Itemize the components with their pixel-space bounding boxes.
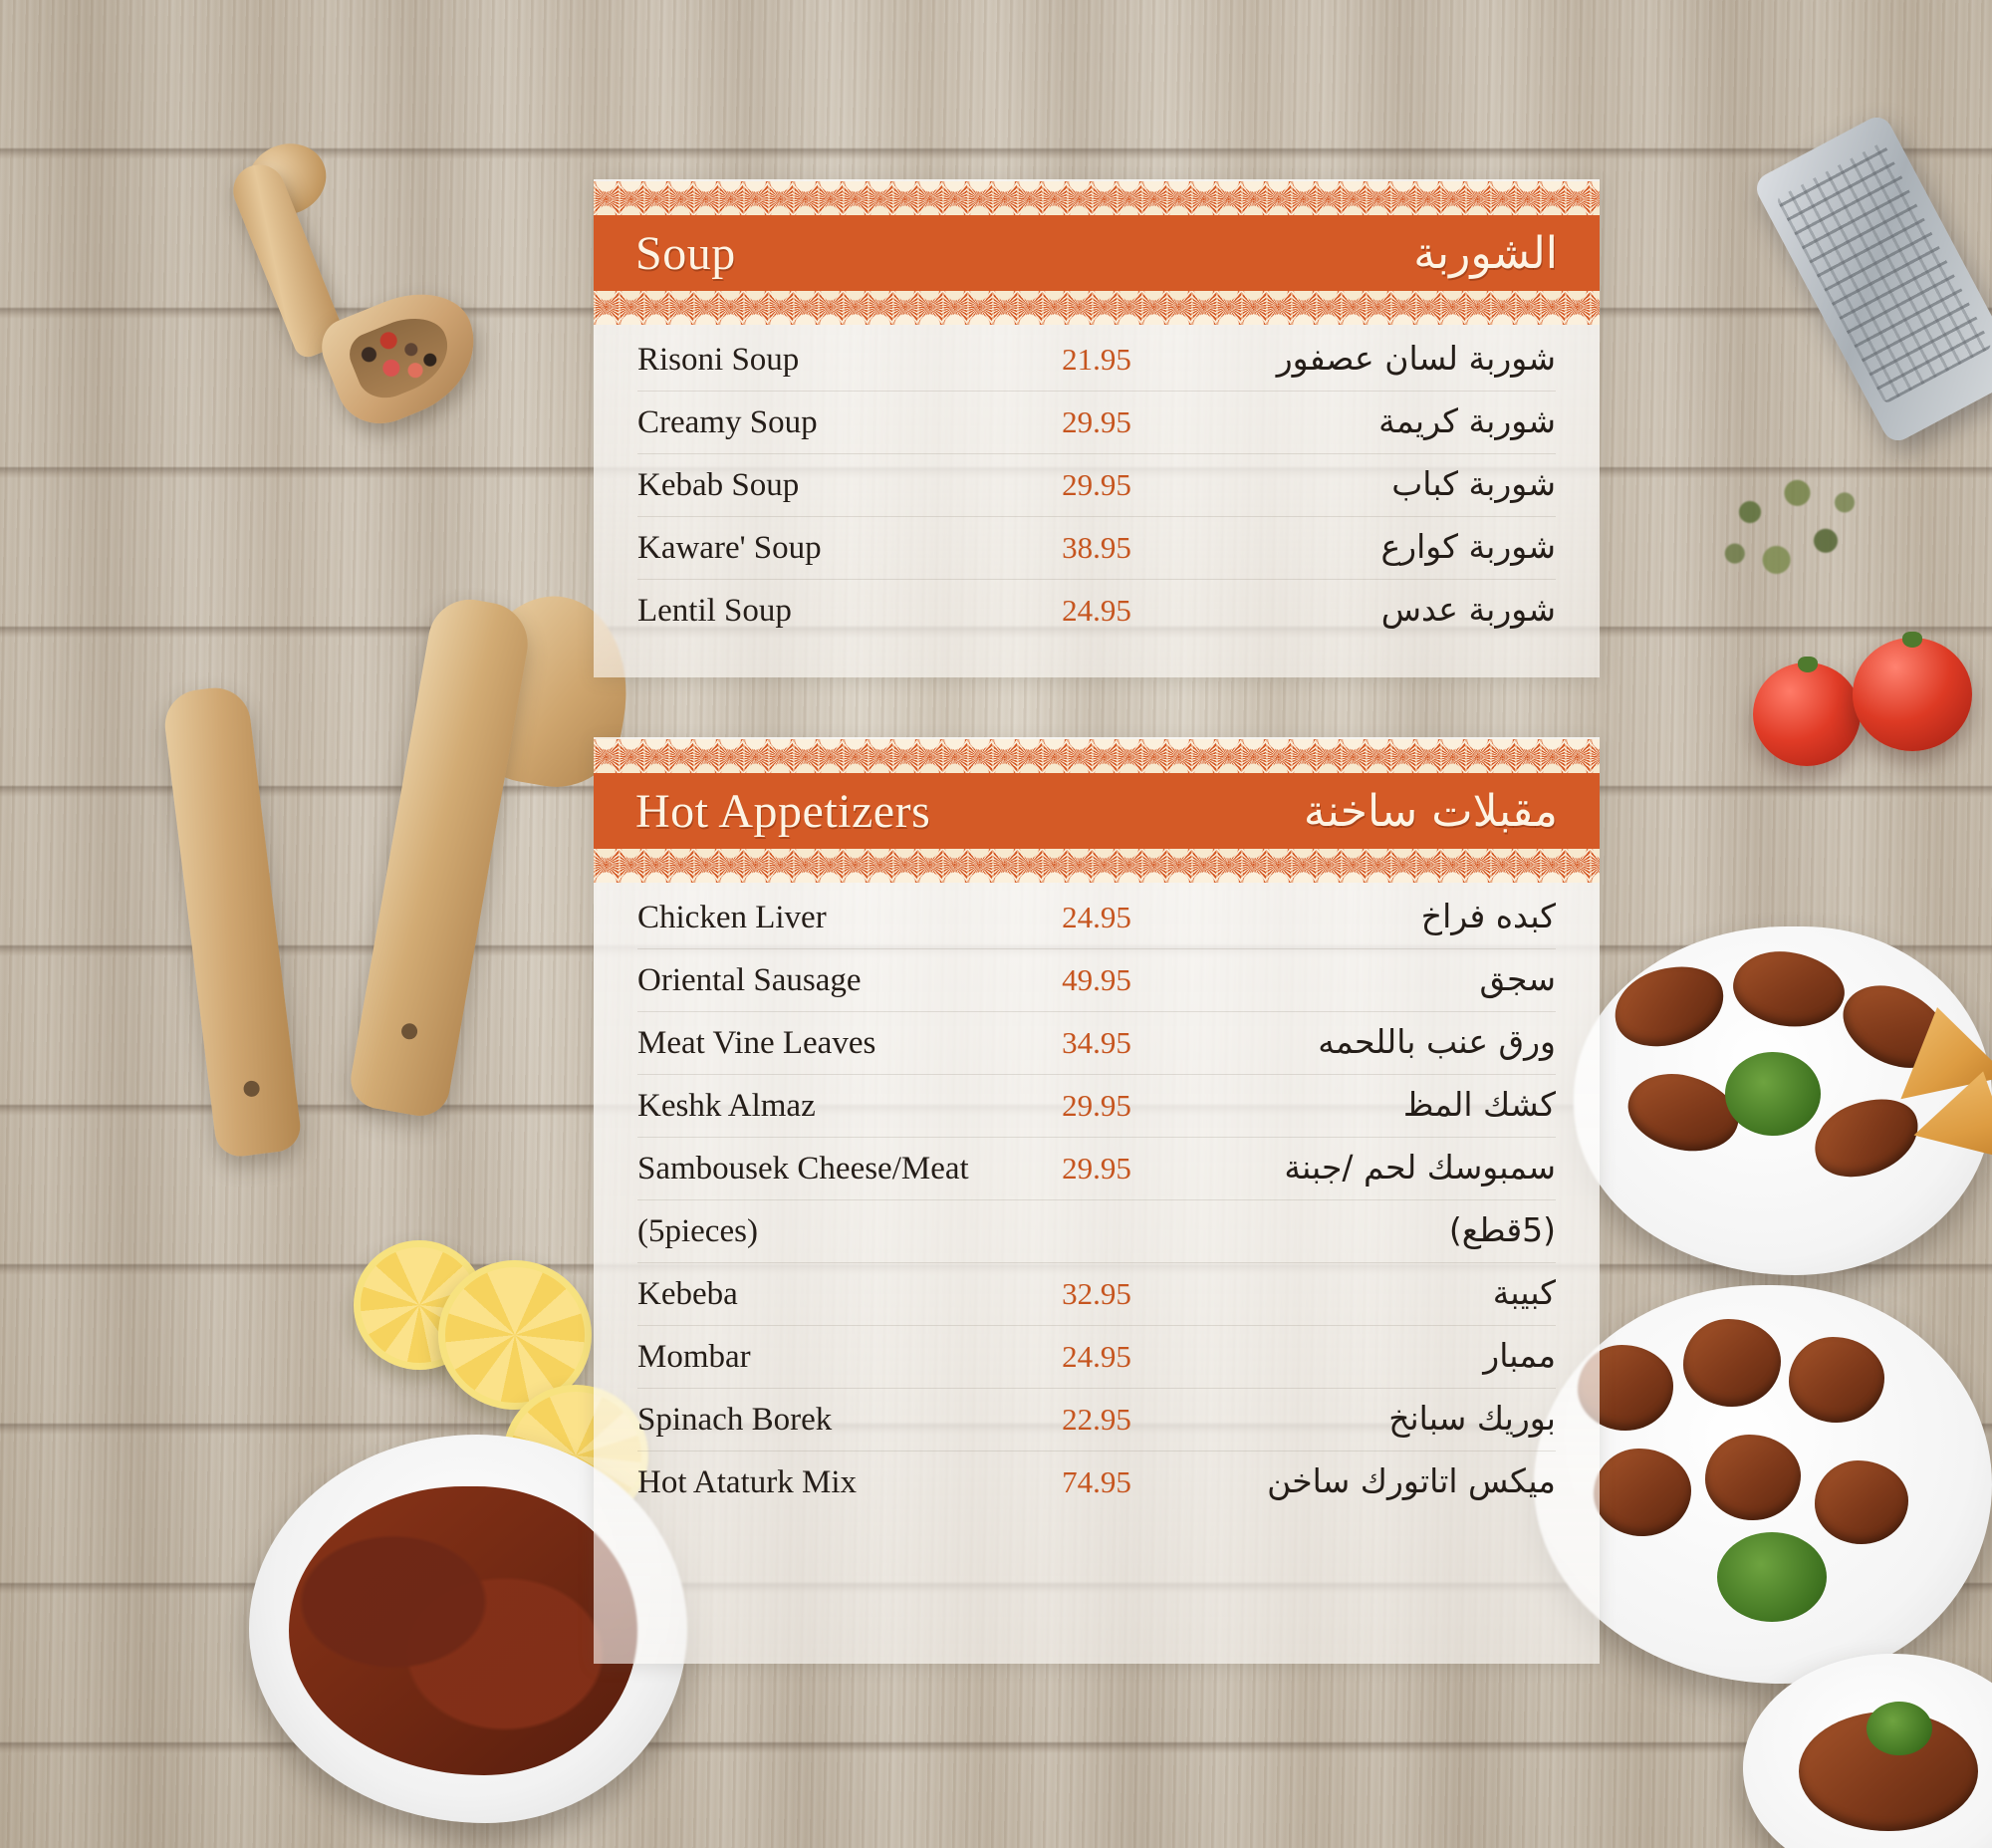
item-name-ar: شوربة عدس xyxy=(1380,590,1556,629)
item-name-en: Keshk Almaz xyxy=(637,1088,816,1124)
menu-row[interactable]: Kebab Soup 29.95 شوربة كباب xyxy=(637,454,1556,517)
wooden-spatula-handle xyxy=(346,593,535,1121)
item-price: 24.95 xyxy=(1062,1339,1131,1374)
wooden-scoop-with-peppercorns xyxy=(312,275,495,437)
kofta-platter xyxy=(1534,1285,1992,1684)
soup-item-list: Risoni Soup 21.95 شوربة لسان عصفور Cream… xyxy=(594,329,1600,642)
menu-row-continuation[interactable]: (5pieces) (5قطع) xyxy=(637,1200,1556,1263)
menu-row[interactable]: Keshk Almaz 29.95 كشك المظ xyxy=(637,1075,1556,1138)
item-name-ar: شوربة كوارع xyxy=(1380,527,1556,566)
item-name-ar: سمبوسك لحم /جبنة xyxy=(1284,1148,1556,1187)
wooden-spoon xyxy=(160,683,304,1160)
item-price: 29.95 xyxy=(1062,1151,1131,1186)
spatula-hole xyxy=(399,1022,419,1041)
item-name-en: Kebeba xyxy=(637,1276,738,1312)
samosa-plate xyxy=(1892,1006,1992,1126)
menu-row[interactable]: Kaware' Soup 38.95 شوربة كوارع xyxy=(637,517,1556,580)
item-price: 22.95 xyxy=(1062,1402,1131,1437)
item-name-en: Meat Vine Leaves xyxy=(637,1025,876,1061)
wooden-scoop-knob xyxy=(236,132,338,227)
item-name-en: Oriental Sausage xyxy=(637,962,862,998)
item-name-ar: شوربة كباب xyxy=(1391,464,1556,503)
menu-row[interactable]: Oriental Sausage 49.95 سجق xyxy=(637,949,1556,1012)
item-name-ar: كشك المظ xyxy=(1402,1085,1556,1124)
menu-row[interactable]: Meat Vine Leaves 34.95 ورق عنب باللحمه xyxy=(637,1012,1556,1075)
item-name-en: Creamy Soup xyxy=(637,404,818,440)
ornament-band-top xyxy=(594,739,1600,773)
soup-section-header: Soup الشوربة xyxy=(594,181,1600,325)
item-name-en: Kebab Soup xyxy=(637,467,800,503)
item-name-en: Mombar xyxy=(637,1339,751,1375)
item-name-ar: بوريك سبانخ xyxy=(1388,1399,1556,1438)
soup-title-en: Soup xyxy=(635,226,736,280)
soup-title-ar: الشوربة xyxy=(1413,227,1558,279)
item-price: 21.95 xyxy=(1062,342,1131,377)
hot-appetizers-card xyxy=(594,737,1600,1664)
hot-appetizers-section-header: Hot Appetizers مقبلات ساخنة xyxy=(594,739,1600,883)
cheese-grater-icon xyxy=(1751,112,1992,446)
lemon-slice xyxy=(354,1240,485,1370)
menu-row[interactable]: Spinach Borek 22.95 بوريك سبانخ xyxy=(637,1389,1556,1452)
item-name-ar: سجق xyxy=(1479,959,1556,998)
item-name-ar: ممبار xyxy=(1483,1336,1556,1375)
tomato xyxy=(1753,657,1861,766)
hot-appetizers-title-ar: مقبلات ساخنة xyxy=(1303,785,1558,837)
item-price: 49.95 xyxy=(1062,962,1131,997)
hot-appetizers-item-list: Chicken Liver 24.95 كبده فراخ Oriental S… xyxy=(594,887,1600,1513)
kibbeh-platter xyxy=(1574,926,1992,1275)
item-name-en: Risoni Soup xyxy=(637,342,800,378)
stew-bowl xyxy=(1743,1654,1992,1848)
soup-header-bar: Soup الشوربة xyxy=(594,215,1600,291)
item-name-ar: شوربة لسان عصفور xyxy=(1276,339,1556,378)
tomato xyxy=(1853,632,1972,751)
item-name-en: Chicken Liver xyxy=(637,900,827,935)
item-name-en: Spinach Borek xyxy=(637,1402,833,1438)
item-name-ar: ورق عنب باللحمه xyxy=(1318,1022,1556,1061)
ornament-band-bottom xyxy=(594,849,1600,883)
item-price: 24.95 xyxy=(1062,900,1131,934)
menu-row[interactable]: Sambousek Cheese/Meat 29.95 سمبوسك لحم /… xyxy=(637,1138,1556,1200)
spoon-hole xyxy=(242,1079,261,1098)
wooden-scoop-handle xyxy=(225,156,349,362)
ornament-band-bottom xyxy=(594,291,1600,325)
ornament-band-top xyxy=(594,181,1600,215)
menu-row[interactable]: Kebeba 32.95 كبيبة xyxy=(637,1263,1556,1326)
item-price: 29.95 xyxy=(1062,404,1131,439)
item-price: 29.95 xyxy=(1062,467,1131,502)
menu-row[interactable]: Risoni Soup 21.95 شوربة لسان عصفور xyxy=(637,329,1556,392)
item-price: 29.95 xyxy=(1062,1088,1131,1123)
hot-appetizers-title-en: Hot Appetizers xyxy=(635,784,931,838)
item-price: 34.95 xyxy=(1062,1025,1131,1060)
menu-row[interactable]: Lentil Soup 24.95 شوربة عدس xyxy=(637,580,1556,642)
hot-appetizers-header-bar: Hot Appetizers مقبلات ساخنة xyxy=(594,773,1600,849)
item-price: 32.95 xyxy=(1062,1276,1131,1311)
item-name-ar: ميكس اتاتورك ساخن xyxy=(1267,1461,1556,1500)
item-price: 24.95 xyxy=(1062,593,1131,628)
lemon-slice xyxy=(438,1260,592,1410)
item-name-en: Kaware' Soup xyxy=(637,530,822,566)
herbs-bunch xyxy=(1693,448,1882,608)
item-name-ar: كبيبة xyxy=(1492,1273,1556,1312)
item-name-en: (5pieces) xyxy=(637,1213,758,1249)
item-price: 74.95 xyxy=(1062,1464,1131,1499)
item-name-ar: كبده فراخ xyxy=(1420,897,1556,935)
item-name-en: Sambousek Cheese/Meat xyxy=(637,1151,969,1187)
item-name-ar: (5قطع) xyxy=(1448,1210,1556,1249)
item-name-en: Lentil Soup xyxy=(637,593,792,629)
item-name-en: Hot Ataturk Mix xyxy=(637,1464,857,1500)
menu-row[interactable]: Mombar 24.95 ممبار xyxy=(637,1326,1556,1389)
item-price: 38.95 xyxy=(1062,530,1131,565)
menu-row[interactable]: Chicken Liver 24.95 كبده فراخ xyxy=(637,887,1556,949)
item-name-ar: شوربة كريمة xyxy=(1378,401,1556,440)
menu-row[interactable]: Hot Ataturk Mix 74.95 ميكس اتاتورك ساخن xyxy=(637,1452,1556,1513)
menu-row[interactable]: Creamy Soup 29.95 شوربة كريمة xyxy=(637,392,1556,454)
